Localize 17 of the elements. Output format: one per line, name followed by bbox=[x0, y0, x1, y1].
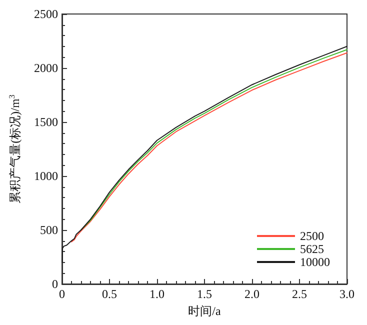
y-tick-label: 500 bbox=[40, 223, 58, 237]
legend-label: 5625 bbox=[300, 242, 324, 256]
y-tick-label: 0 bbox=[52, 277, 58, 291]
x-tick-label: 0.5 bbox=[102, 287, 117, 301]
x-tick-label: 1.0 bbox=[150, 287, 164, 301]
y-tick-label: 1500 bbox=[34, 115, 58, 129]
x-tick-label: 1.5 bbox=[197, 287, 212, 301]
x-axis-title: 时间/a bbox=[188, 304, 222, 318]
y-tick-label: 2000 bbox=[34, 61, 58, 75]
y-tick-label: 1000 bbox=[34, 169, 58, 183]
y-axis-title: 累积产气量(标况)/m3 bbox=[8, 94, 22, 204]
x-tick-label: 2.0 bbox=[244, 287, 260, 301]
x-tick-label: 3.0 bbox=[340, 287, 354, 301]
legend-label: 2500 bbox=[300, 229, 324, 243]
x-tick-label: 2.5 bbox=[292, 287, 307, 301]
y-tick-label: 2500 bbox=[34, 7, 58, 21]
legend-label: 10000 bbox=[300, 255, 330, 269]
